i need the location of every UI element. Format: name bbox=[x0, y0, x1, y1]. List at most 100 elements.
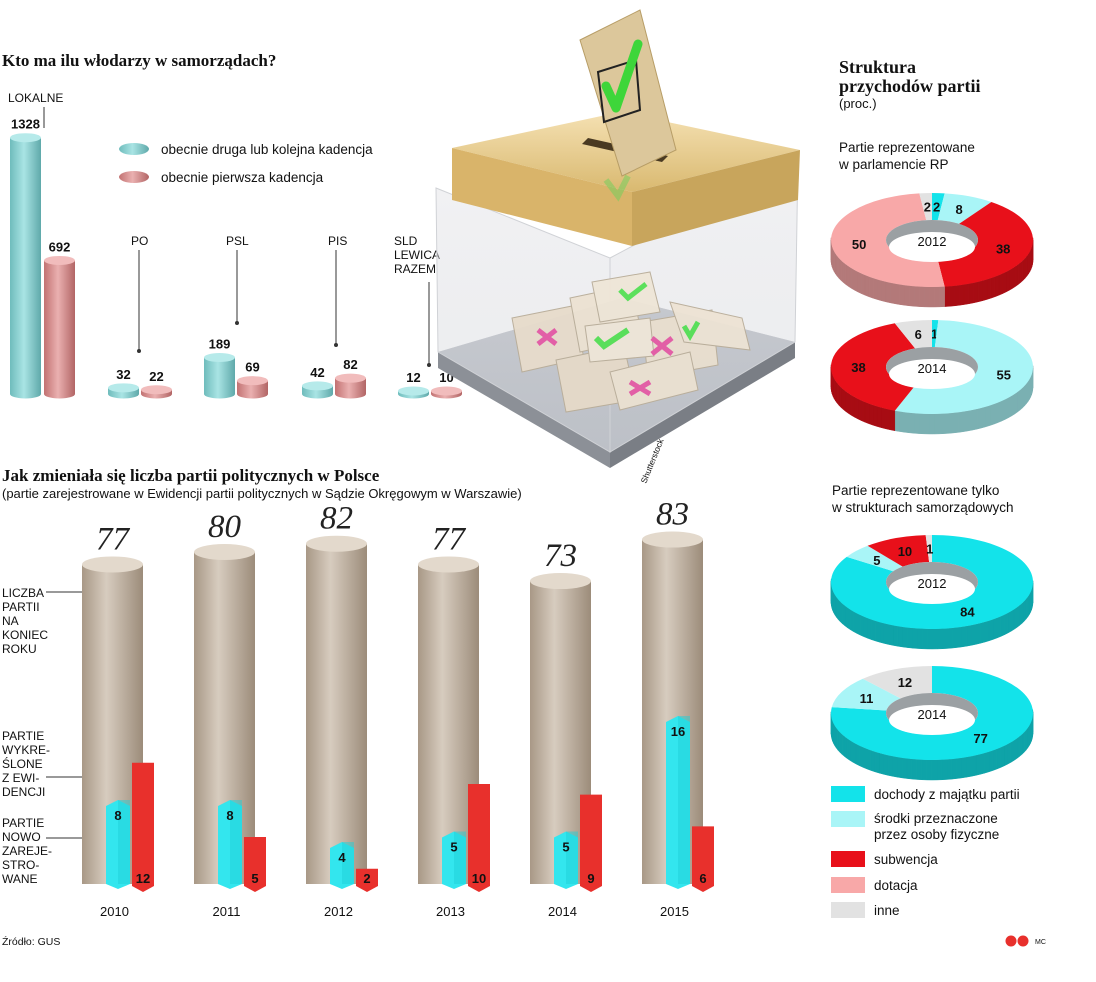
donut-side-segment bbox=[868, 403, 874, 426]
chart2-side-labels: LICZBA PARTII NA KONIEC ROKU PARTIE WYKR… bbox=[2, 586, 135, 886]
cat-pointer-psl-dot bbox=[235, 321, 239, 325]
bar-psl-s0 bbox=[204, 357, 235, 394]
donut-side-segment bbox=[841, 733, 845, 758]
donut-side-segment bbox=[867, 617, 872, 640]
donut-side-segment bbox=[854, 269, 859, 293]
donut-side-segment bbox=[933, 413, 940, 435]
removed-value-label: 2 bbox=[363, 871, 370, 886]
donut-side-segment bbox=[864, 401, 870, 425]
year-label-2014: 2014 bbox=[548, 904, 577, 919]
bar-total-top bbox=[82, 556, 143, 573]
cat-label-razem: RAZEM bbox=[394, 262, 436, 276]
donut-side-segment bbox=[1023, 598, 1027, 622]
donut-side-segment bbox=[1007, 741, 1012, 765]
chart2-subtitle: (partie zarejestrowane w Ewidencji parti… bbox=[2, 486, 522, 501]
label-wykr-4: Z EWI- bbox=[2, 771, 39, 785]
donut-side-segment bbox=[916, 759, 923, 781]
cat-label-sld: SLD bbox=[394, 234, 418, 248]
donut-side-segment bbox=[864, 274, 870, 298]
cat-label-lewica: LEWICA bbox=[394, 248, 440, 262]
donut-side-segment bbox=[990, 276, 996, 299]
bar-base bbox=[108, 389, 139, 399]
donut-side-segment bbox=[949, 285, 955, 307]
chart1-category-labels: LOKALNE PO PSL PIS SLD LEWICA RAZEM bbox=[8, 91, 440, 367]
label-wykr-1: PARTIE bbox=[2, 729, 44, 743]
legend-inne-swatch bbox=[831, 902, 865, 918]
legend-osoby-swatch bbox=[831, 811, 865, 827]
bar-new-shade bbox=[118, 800, 130, 884]
bar-top bbox=[10, 133, 41, 143]
donut-side-segment bbox=[899, 411, 905, 433]
chart1-title: Kto ma ilu włodarzy w samorządach? bbox=[2, 51, 276, 70]
donut-side-segment bbox=[881, 280, 887, 303]
chart1-legend: obecnie druga lub kolejna kadencja obecn… bbox=[119, 142, 373, 185]
donut-side-segment bbox=[942, 628, 948, 650]
cat-pointer-sld-dot bbox=[427, 363, 431, 367]
donut-value-label: 11 bbox=[860, 691, 874, 706]
donut-side-segment bbox=[844, 735, 848, 759]
total-value-label: 83 bbox=[656, 497, 689, 533]
donut-slice-2014 bbox=[894, 320, 932, 349]
donut-side-segment bbox=[947, 627, 953, 649]
donut-side-segment bbox=[848, 392, 852, 416]
donut-side-segment bbox=[897, 625, 903, 648]
donut-slice-2014 bbox=[831, 678, 901, 711]
donut-side-segment bbox=[843, 261, 847, 286]
donut-side-segment bbox=[855, 743, 860, 767]
total-value-label: 80 bbox=[208, 509, 242, 545]
donut-side-segment bbox=[885, 408, 891, 431]
label-nowo-3: ZAREJE- bbox=[2, 844, 52, 858]
removed-value-label: 9 bbox=[587, 871, 594, 886]
donut-side-segment bbox=[871, 619, 876, 642]
donut-side-segment bbox=[1000, 745, 1005, 768]
donut-side-segment bbox=[982, 279, 988, 302]
donut-side-segment bbox=[944, 286, 950, 307]
year-label-2010: 2010 bbox=[100, 904, 129, 919]
group1-label-line1: Partie reprezentowane bbox=[839, 140, 975, 155]
bar-total-top bbox=[418, 556, 479, 573]
legend-teal-label: obecnie druga lub kolejna kadencja bbox=[161, 142, 373, 157]
donut-side-segment bbox=[836, 596, 839, 621]
bar-top bbox=[44, 255, 75, 265]
bar-value-label: 82 bbox=[343, 357, 357, 372]
donut-side-segment bbox=[975, 622, 981, 645]
bar-top bbox=[237, 376, 268, 386]
donut-side-segment bbox=[1019, 602, 1023, 626]
donut-side-segment bbox=[993, 402, 999, 425]
bar-top bbox=[431, 386, 462, 396]
donut-side-segment bbox=[894, 410, 900, 432]
donut-side-segment bbox=[902, 626, 908, 648]
label-liczba-1: LICZBA bbox=[2, 586, 44, 600]
label-nowo-5: WANE bbox=[2, 872, 38, 886]
legend-dotacja-swatch bbox=[831, 877, 865, 893]
legend-subwencja-swatch bbox=[831, 851, 865, 867]
donut-year-label: 2014 bbox=[918, 707, 947, 722]
donut-side-segment bbox=[975, 753, 981, 776]
donut-side-segment bbox=[937, 628, 943, 650]
donut-side-segment bbox=[931, 759, 938, 781]
bar-value-label: 42 bbox=[310, 365, 324, 380]
bar-new-shade bbox=[342, 842, 354, 884]
donut-side-segment bbox=[928, 413, 935, 435]
donut-side-segment bbox=[946, 758, 953, 780]
credit-label: MC bbox=[1035, 939, 1046, 946]
donut-side-segment bbox=[883, 753, 889, 776]
donut-side-segment bbox=[976, 407, 982, 430]
donut-side-segment bbox=[883, 623, 889, 645]
bar-top bbox=[335, 373, 366, 383]
chart2-bars: 77 8 12 2010 80 8 5 2011 82 4 2 2012 77 5 10 2013 73 5 9 20… bbox=[82, 497, 714, 919]
donut-side-segment bbox=[840, 259, 844, 284]
donut-side-segment bbox=[1010, 740, 1015, 763]
label-nowo-4: STRO- bbox=[2, 858, 39, 872]
donut-side-segment bbox=[970, 755, 977, 777]
total-value-label: 77 bbox=[96, 521, 131, 557]
donut-side-segment bbox=[848, 266, 852, 289]
donut-side-segment bbox=[1009, 267, 1013, 291]
donut-side-segment bbox=[913, 412, 920, 434]
year-label-2015: 2015 bbox=[660, 904, 689, 919]
donut-side-segment bbox=[971, 623, 977, 646]
donut-side-segment bbox=[1019, 733, 1023, 758]
donut-side-segment bbox=[922, 628, 928, 650]
chart3-title-line1: Struktura bbox=[839, 57, 916, 77]
